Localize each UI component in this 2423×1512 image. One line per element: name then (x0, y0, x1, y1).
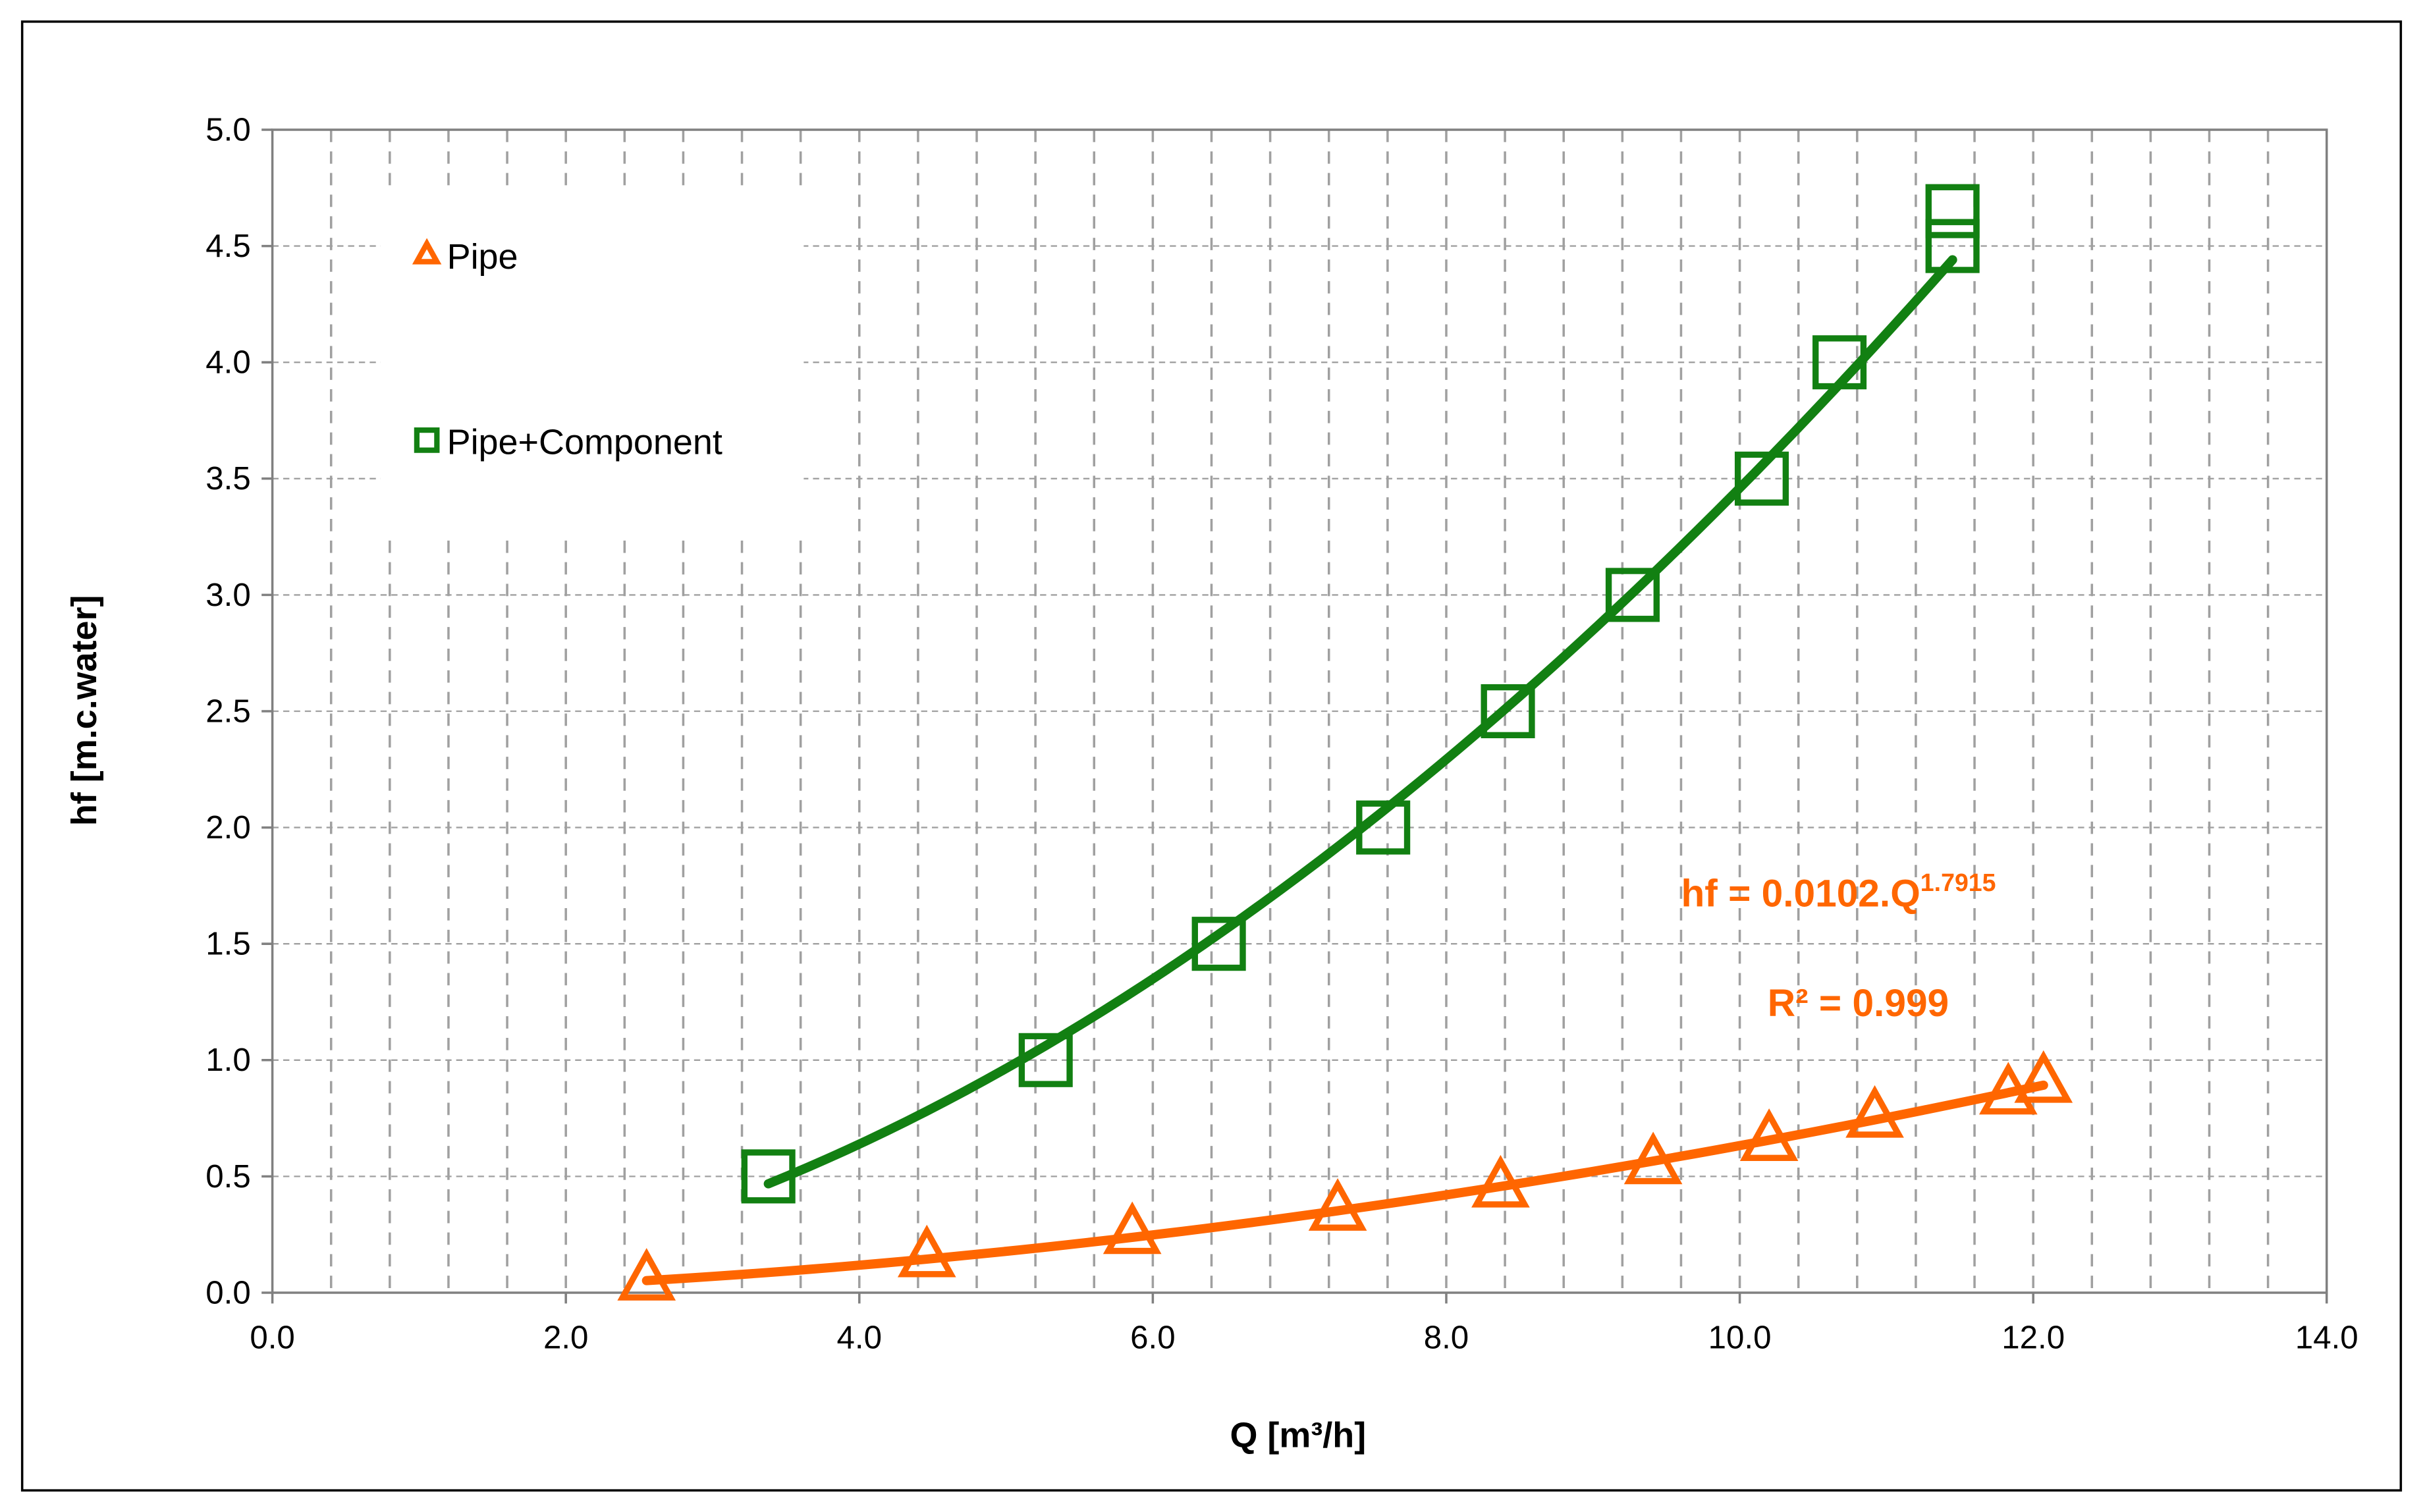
chart-border (20, 20, 2403, 1492)
square-marker (1605, 568, 1660, 622)
annotation: R² = 0.999 (1768, 982, 1949, 1025)
square-marker (414, 427, 440, 453)
marks (617, 184, 2073, 1301)
square-marker (1191, 917, 1246, 971)
y-tick-label: 1.0 (205, 1042, 250, 1078)
square-marker (1925, 184, 1980, 238)
y-tick-label: 1.5 (205, 926, 250, 962)
x-tick-label: 10.0 (1708, 1319, 1772, 1355)
triangle-marker (1623, 1131, 1683, 1185)
equation-exponent: 1.7915 (1920, 869, 1996, 896)
square-marker (1018, 1033, 1073, 1087)
x-tick-label: 6.0 (1130, 1319, 1175, 1355)
square-marker (1734, 451, 1789, 506)
y-tick-label: 5.0 (205, 111, 250, 148)
x-tick-label: 2.0 (543, 1319, 588, 1355)
square-marker (1925, 219, 1980, 273)
square-marker (1812, 335, 1867, 390)
x-tick-label: 0.0 (250, 1319, 294, 1355)
legend-box (380, 185, 804, 535)
square-marker (1481, 684, 1535, 739)
triangle-marker (1308, 1178, 1367, 1231)
legend-label: Pipe (447, 237, 518, 277)
x-tick-label: 8.0 (1424, 1319, 1469, 1355)
triangle-marker (617, 1248, 676, 1301)
square-marker (741, 1149, 796, 1204)
triangle-marker (1978, 1062, 2038, 1115)
y-axis-label: hf [m.c.water] (65, 595, 104, 826)
y-tick-label: 3.5 (205, 460, 250, 497)
triangle-marker (1103, 1201, 1162, 1255)
y-tick-label: 4.0 (205, 344, 250, 381)
y-tick-label: 0.5 (205, 1158, 250, 1195)
triangle-marker (897, 1224, 956, 1278)
legend-label: Pipe+Component (447, 423, 722, 462)
y-tick-label: 2.5 (205, 693, 250, 729)
x-tick-label: 14.0 (2295, 1319, 2358, 1355)
triangle-marker (1739, 1108, 1799, 1161)
triangle-marker (1845, 1085, 1904, 1138)
triangle-marker (2014, 1050, 2073, 1103)
y-tick-label: 0.0 (205, 1274, 250, 1310)
trendline (641, 1080, 2048, 1285)
y-tick-label: 2.0 (205, 809, 250, 846)
x-tick-label: 12.0 (2001, 1319, 2065, 1355)
y-tick-label: 4.5 (205, 228, 250, 264)
x-tick-label: 4.0 (837, 1319, 882, 1355)
triangle-marker (1471, 1154, 1530, 1208)
annotation: hf = 0.0102.Q1.7915 (1681, 869, 1996, 915)
equation: hf = 0.0102.Q (1681, 873, 1920, 915)
y-tick-label: 3.0 (205, 577, 250, 613)
square-marker (1356, 800, 1411, 855)
triangle-marker (412, 238, 442, 265)
x-axis-label: Q [m³/h] (1230, 1415, 1366, 1455)
